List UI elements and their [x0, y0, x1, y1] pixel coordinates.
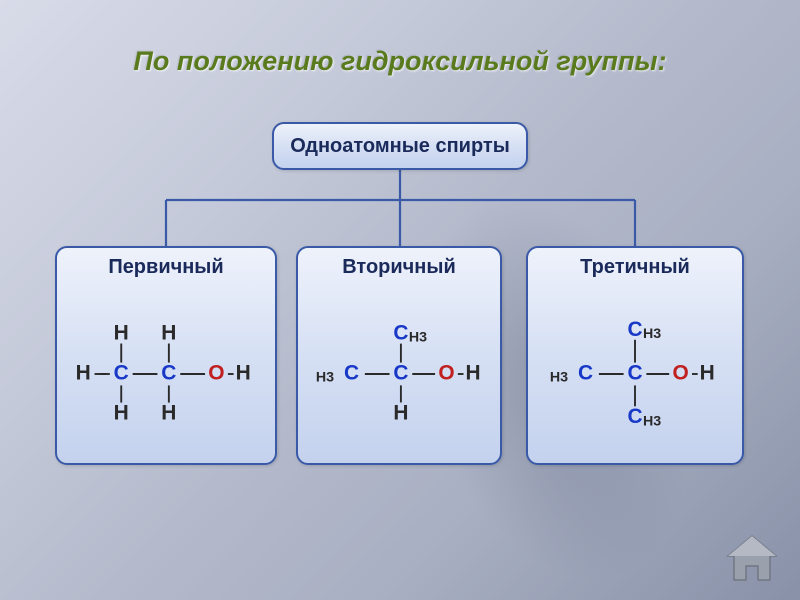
svg-text:H: H — [700, 362, 715, 385]
svg-text:H: H — [465, 362, 480, 385]
svg-text:O: O — [438, 362, 454, 385]
svg-text:C: C — [627, 405, 642, 428]
leaf-label: Третичный — [574, 248, 696, 285]
svg-text:H3: H3 — [316, 370, 334, 386]
leaf-secondary: Вторичный CH3H3CCOHH — [296, 246, 502, 465]
svg-text:C: C — [578, 362, 593, 385]
svg-text:H: H — [76, 362, 91, 385]
root-node: Одноатомные спирты — [272, 122, 528, 170]
svg-text:H: H — [161, 322, 176, 345]
formula-secondary: CH3H3CCOHH — [298, 285, 500, 463]
root-label: Одноатомные спирты — [290, 135, 510, 158]
slide-title: По положению гидроксильной группы: — [0, 46, 800, 77]
leaf-label: Вторичный — [336, 248, 462, 285]
svg-text:H: H — [114, 322, 129, 345]
svg-text:H: H — [161, 402, 176, 425]
svg-text:H3: H3 — [550, 370, 568, 386]
home-icon[interactable] — [726, 534, 778, 582]
slide-background: По положению гидроксильной группы: Одноа… — [0, 0, 800, 600]
svg-text:C: C — [114, 362, 129, 385]
svg-text:C: C — [344, 362, 359, 385]
svg-text:H3: H3 — [643, 326, 661, 342]
svg-text:C: C — [161, 362, 176, 385]
leaf-label: Первичный — [102, 248, 229, 285]
leaf-tertiary: Третичный CH3H3CCOHCH3 — [526, 246, 744, 465]
svg-text:H3: H3 — [643, 413, 661, 429]
svg-text:O: O — [208, 362, 224, 385]
svg-text:C: C — [393, 362, 408, 385]
svg-text:C: C — [393, 322, 408, 345]
svg-text:H: H — [236, 362, 251, 385]
svg-text:C: C — [627, 318, 642, 341]
leaf-primary: Первичный HHHCCOHHH — [55, 246, 277, 465]
svg-text:H3: H3 — [409, 330, 427, 346]
svg-text:C: C — [627, 362, 642, 385]
svg-text:H: H — [393, 401, 408, 424]
formula-primary: HHHCCOHHH — [57, 285, 275, 463]
svg-text:O: O — [672, 362, 688, 385]
svg-text:H: H — [114, 402, 129, 425]
formula-tertiary: CH3H3CCOHCH3 — [528, 285, 742, 463]
